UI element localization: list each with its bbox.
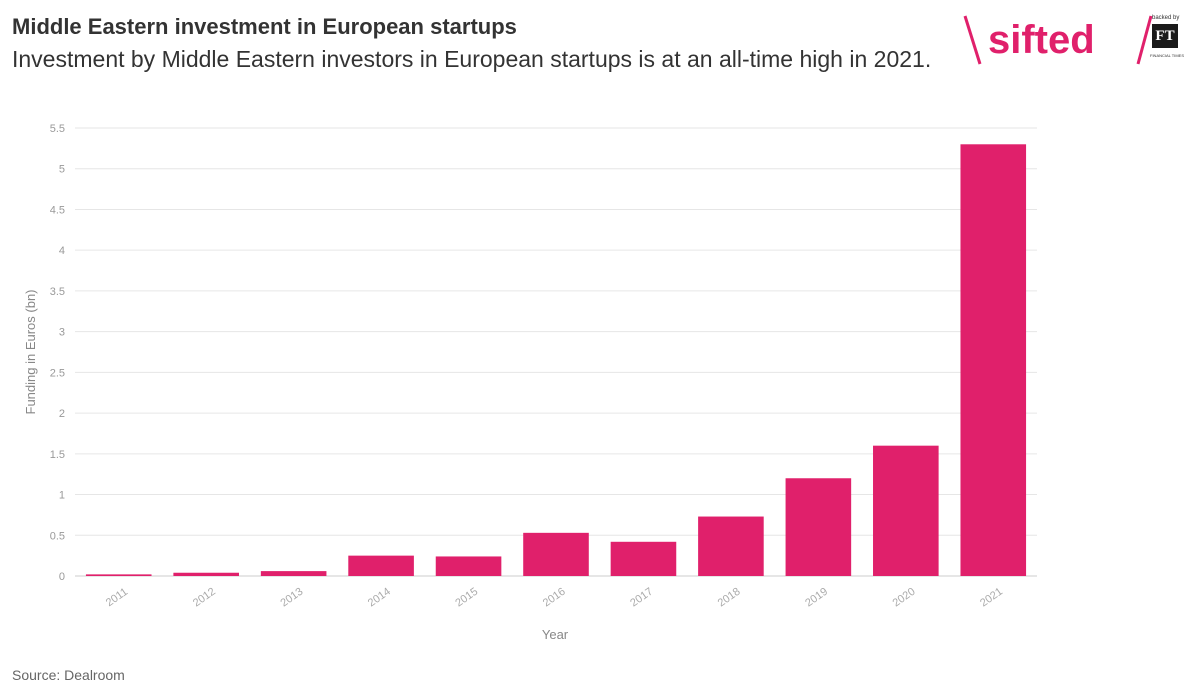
bar-2011 [85, 574, 152, 576]
y-tick-label: 2.5 [50, 367, 65, 379]
x-tick-label: 2016 [541, 586, 568, 610]
y-tick-label: 4 [59, 245, 65, 257]
y-tick-label: 0.5 [50, 530, 65, 542]
logo-wordmark: sifted [988, 18, 1095, 62]
x-tick-label: 2012 [191, 586, 218, 610]
x-tick-label: 2020 [891, 586, 918, 610]
bar-2014 [348, 555, 414, 576]
y-tick-label: 5.5 [50, 123, 65, 135]
bar-2018 [698, 516, 764, 576]
ft-logo: FT [1152, 24, 1178, 48]
bar-2015 [435, 556, 502, 576]
x-tick-label: 2019 [803, 586, 830, 610]
y-tick-label: 0 [59, 571, 65, 583]
sifted-logo: sifted [963, 15, 1153, 65]
y-tick-label: 3 [59, 327, 65, 339]
bar-2019 [785, 478, 852, 576]
logo-slash-right [1136, 15, 1153, 65]
y-tick-label: 1.5 [50, 449, 65, 461]
bar-2013 [260, 571, 327, 576]
y-tick-labels: 0 0.5 1 1.5 2 2.5 3 3.5 4 4.5 5 5.5 [50, 123, 65, 583]
y-tick-label: 3.5 [50, 286, 65, 298]
logo-slash-left [963, 15, 982, 65]
ft-caption: FINANCIAL TIMES [1150, 53, 1185, 58]
bar-2017 [610, 541, 677, 576]
bars [85, 144, 1027, 577]
bar-2020 [873, 445, 939, 576]
y-tick-label: 2 [59, 408, 65, 420]
x-tick-label: 2013 [278, 586, 305, 610]
x-tick-label: 2017 [628, 586, 655, 610]
x-tick-label: 2014 [366, 586, 393, 610]
y-tick-label: 1 [59, 490, 65, 502]
bar-2021 [960, 144, 1027, 577]
source-note: Source: Dealroom [12, 667, 125, 683]
bar-2012 [173, 572, 239, 576]
backed-by-label: backed by [1152, 15, 1180, 21]
x-tick-label: 2018 [716, 586, 743, 610]
x-tick-label: 2021 [978, 586, 1005, 610]
x-tick-label: 2015 [453, 586, 480, 610]
bar-2016 [523, 532, 589, 576]
y-tick-label: 5 [59, 164, 65, 176]
x-axis-label: Year [542, 627, 569, 642]
chart-title: Middle Eastern investment in European st… [12, 14, 517, 39]
y-axis-label: Funding in Euros (bn) [23, 289, 38, 414]
y-tick-label: 4.5 [50, 204, 65, 216]
chart-subtitle: Investment by Middle Eastern investors i… [12, 46, 932, 72]
x-tick-label: 2011 [104, 586, 130, 609]
x-tick-labels: 2011 2012 2013 2014 2015 2016 2017 2018 2019 2020… [104, 586, 1005, 610]
